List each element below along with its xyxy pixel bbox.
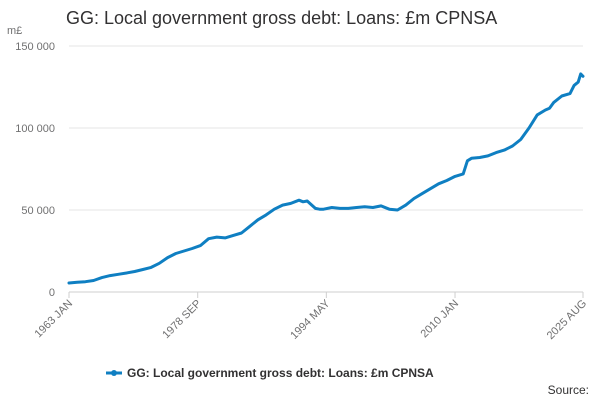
series-line[interactable] (67, 72, 585, 285)
y-axis-ticks: 0 50 000 100 000 150 000 (15, 41, 55, 299)
y-unit-label: m£ (7, 25, 22, 37)
chart-title: GG: Local government gross debt: Loans: … (66, 8, 497, 28)
y-tick-label: 50 000 (21, 205, 55, 217)
y-tick-label: 100 000 (15, 123, 55, 135)
x-tick-label: 1963 JAN (32, 298, 75, 341)
gridlines (69, 45, 583, 211)
y-tick-label: 150 000 (15, 41, 55, 53)
legend-marker (111, 370, 117, 376)
legend[interactable]: GG: Local government gross debt: Loans: … (106, 366, 434, 380)
x-tick-label: 1978 SEP (160, 298, 204, 342)
x-tick-label: 2025 AUG (545, 298, 589, 342)
y-tick-label: 0 (49, 287, 55, 299)
x-axis-ticks: 1963 JAN 1978 SEP 1994 MAY 2010 JAN 2025 AUG (32, 292, 589, 342)
source-label: Source: (548, 383, 589, 397)
x-tick-label: 2010 JAN (419, 298, 462, 341)
x-tick-label: 1994 MAY (288, 297, 333, 342)
legend-label: GG: Local government gross debt: Loans: … (127, 366, 434, 380)
